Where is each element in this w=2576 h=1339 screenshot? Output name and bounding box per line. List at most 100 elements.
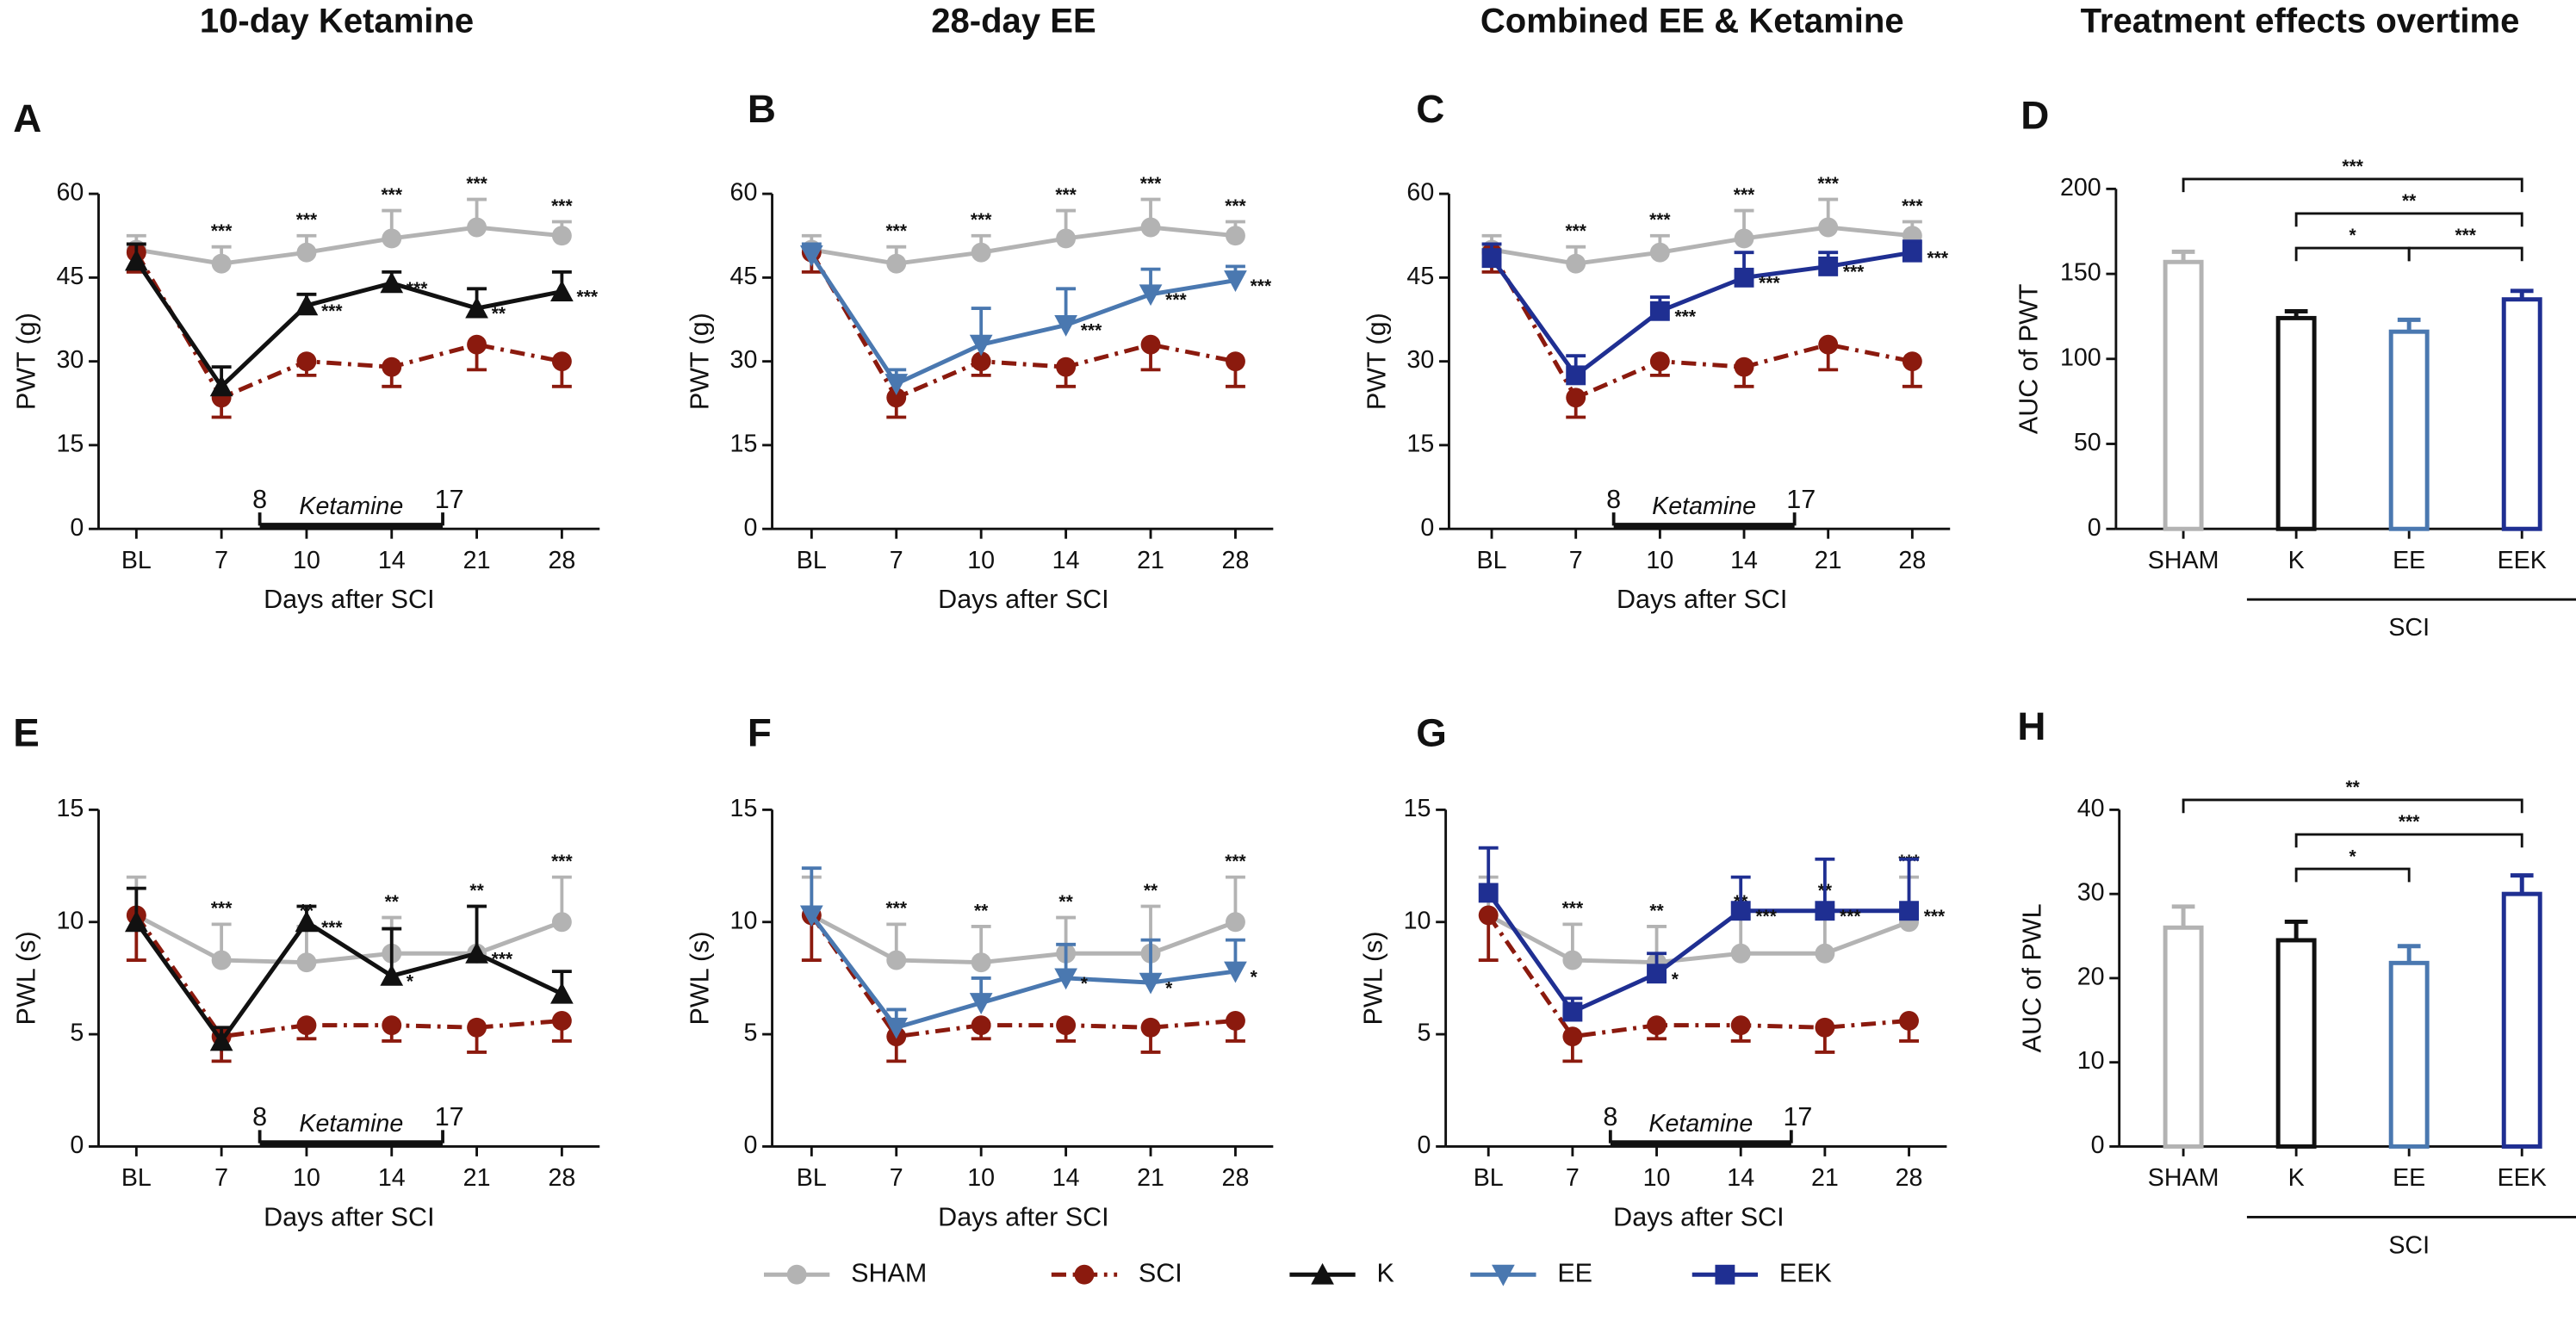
marker (209, 375, 233, 397)
x-tick-label: EE (2393, 1164, 2425, 1192)
marker (1815, 943, 1835, 964)
marker (1139, 972, 1163, 995)
marker (1730, 901, 1751, 921)
treatment-label: Ketamine (1652, 493, 1756, 520)
treatment-end: 17 (435, 485, 464, 514)
x-tick-label: SHAM (2148, 547, 2219, 574)
marker (1481, 248, 1502, 269)
x-tick-label: 7 (890, 1164, 903, 1192)
treatment-label: Ketamine (1648, 1110, 1753, 1138)
y-tick-label: 100 (2060, 344, 2101, 371)
x-tick-label: 21 (1815, 547, 1842, 574)
x-tick-label: BL (1474, 1164, 1504, 1192)
significance: *** (1927, 248, 1949, 268)
marker (1478, 883, 1499, 903)
significance: *** (2399, 812, 2420, 832)
significance-bracket (2294, 867, 2411, 883)
significance-bracket (2294, 212, 2523, 227)
marker (1140, 334, 1161, 355)
significance: *** (1225, 852, 1246, 871)
series-line (810, 254, 1236, 387)
y-tick-label: 15 (1406, 430, 1434, 457)
x-tick-label: 14 (378, 547, 406, 574)
x-axis-label: Days after SCI (938, 585, 1108, 614)
marker (1226, 226, 1245, 246)
marker (971, 952, 991, 973)
y-axis-label: PWL (s) (686, 931, 715, 1025)
marker (1056, 356, 1077, 377)
significance: ** (1144, 881, 1158, 901)
significance: *** (1675, 307, 1697, 326)
significance: *** (1843, 263, 1865, 282)
marker (1054, 968, 1077, 990)
x-tick-label: BL (1477, 547, 1507, 574)
panel-letter: B (748, 87, 776, 131)
marker (1649, 351, 1670, 372)
x-tick-label: 28 (548, 547, 575, 574)
marker (550, 982, 574, 1004)
x-tick-label: 10 (293, 547, 320, 574)
marker (296, 242, 317, 263)
marker (296, 351, 317, 372)
marker (1224, 270, 1247, 292)
column-title: 28-day EE (931, 2, 1096, 40)
x-axis-label: Days after SCI (1613, 1202, 1784, 1231)
series-line (135, 225, 562, 266)
significance: *** (2342, 157, 2363, 177)
panel-letter: F (748, 711, 772, 755)
y-tick-label: 60 (730, 179, 758, 207)
x-tick-label: EE (2393, 547, 2425, 574)
significance: ** (492, 304, 506, 324)
y-tick-label: 0 (70, 514, 84, 542)
y-tick-label: 45 (1406, 263, 1434, 290)
x-tick-label: 28 (1896, 1164, 1923, 1192)
marker (1074, 1264, 1095, 1285)
marker (124, 910, 148, 933)
treatment-start: 8 (252, 485, 267, 514)
marker (1647, 1015, 1667, 1036)
marker (465, 296, 488, 319)
treatment-end: 17 (435, 1102, 464, 1131)
significance: *** (211, 899, 233, 919)
significance: *** (492, 949, 513, 969)
series-line (810, 913, 1237, 965)
significance-bracket (2407, 246, 2523, 262)
y-tick-label: 45 (56, 263, 84, 290)
significance-bracket (2294, 246, 2411, 262)
marker (1715, 1264, 1735, 1285)
significance: *** (1755, 907, 1777, 927)
y-tick-label: 150 (2060, 259, 2101, 287)
series-line (1491, 225, 1913, 266)
marker (886, 253, 907, 274)
marker (1056, 1015, 1077, 1036)
marker (382, 356, 402, 377)
marker (1818, 256, 1839, 276)
bar (2501, 891, 2542, 1149)
significance: ** (385, 892, 400, 912)
significance: ** (974, 901, 989, 921)
marker (1649, 301, 1670, 321)
marker (1566, 387, 1586, 408)
y-tick-label: 15 (730, 795, 758, 822)
series-line (810, 251, 1236, 400)
y-tick-label: 30 (2077, 879, 2105, 907)
y-tick-label: 45 (730, 263, 758, 290)
y-tick-label: 60 (1406, 179, 1434, 207)
significance: *** (1565, 221, 1586, 241)
legend-label: EEK (1779, 1258, 1833, 1287)
marker (551, 912, 572, 933)
marker (1311, 1262, 1334, 1285)
marker (382, 228, 402, 249)
significance: *** (551, 196, 573, 216)
significance: *** (1225, 196, 1246, 216)
marker (1818, 334, 1839, 355)
y-tick-label: 10 (2077, 1047, 2105, 1075)
marker (1478, 905, 1499, 926)
y-tick-label: 15 (56, 795, 84, 822)
significance: *** (321, 918, 343, 938)
significance: * (407, 971, 414, 991)
y-axis-label: PWT (g) (686, 313, 715, 410)
significance: *** (211, 221, 233, 241)
y-tick-label: 15 (730, 430, 758, 457)
x-tick-label: 7 (214, 547, 228, 574)
